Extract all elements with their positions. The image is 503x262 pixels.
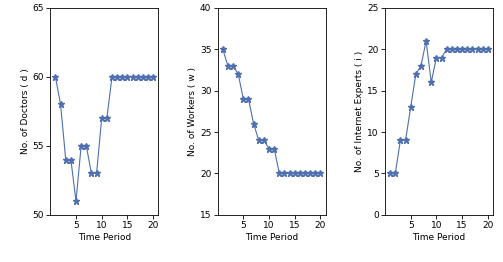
Y-axis label: No. of Internet Experts ( i ): No. of Internet Experts ( i ) xyxy=(356,51,365,172)
X-axis label: Time Period: Time Period xyxy=(412,233,466,242)
Y-axis label: No. of Doctors ( d ): No. of Doctors ( d ) xyxy=(21,68,30,154)
Y-axis label: No. of Workers ( w ): No. of Workers ( w ) xyxy=(188,67,197,156)
X-axis label: Time Period: Time Period xyxy=(245,233,298,242)
X-axis label: Time Period: Time Period xyxy=(77,233,131,242)
